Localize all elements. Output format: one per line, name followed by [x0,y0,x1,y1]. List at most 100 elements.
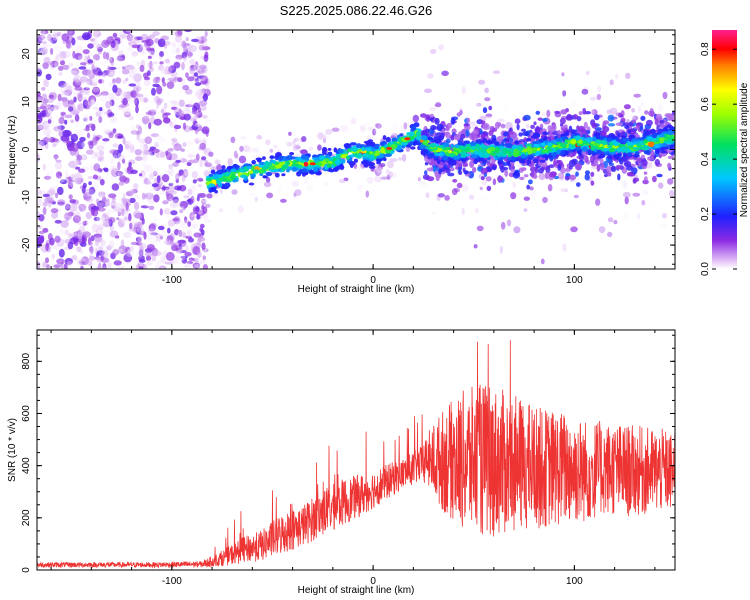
heatmap-cell [194,139,203,143]
heatmap-cell [133,222,140,228]
heatmap-cell [321,146,328,153]
heatmap-cell [611,145,618,149]
heatmap-cell [42,137,51,143]
heatmap-cell [136,132,140,141]
heatmap-cell [652,133,657,139]
heatmap-cell [180,222,189,229]
heatmap-cell [191,110,197,115]
heatmap-cell [171,242,176,247]
heatmap-cell [179,89,184,96]
heatmap-cell [161,77,165,84]
spectrogram-heatmap [37,30,675,269]
heatmap-cell [427,136,433,141]
heatmap-cell [150,133,160,138]
heatmap-cell [93,182,99,191]
heatmap-cell [126,249,135,257]
heatmap-cell [476,225,484,232]
heatmap-cell [542,196,548,204]
heatmap-cell [193,199,198,203]
heatmap-cell [97,225,103,234]
heatmap-cell [658,128,665,133]
heatmap-cell [90,205,99,211]
heatmap-cell [110,60,114,66]
heatmap-cell [627,129,632,134]
heatmap-cell [620,135,627,139]
heatmap-cell [460,146,465,150]
heatmap-cell [538,138,544,143]
heatmap-cell [216,170,224,175]
heatmap-cell [613,141,619,147]
heatmap-cell [148,66,155,72]
heatmap-cell [74,61,78,70]
heatmap-cell [104,111,108,115]
heatmap-cell [112,84,118,94]
heatmap-cell [591,145,599,150]
heatmap-cell [561,136,569,140]
heatmap-cell [537,117,543,121]
heatmap-cell [658,134,666,138]
heatmap-cell [487,64,493,69]
heatmap-cell [328,168,335,173]
heatmap-cell [43,56,51,64]
heatmap-cell [551,144,559,148]
heatmap-cell [510,168,516,173]
heatmap-cell [89,38,95,42]
heatmap-cell [249,192,256,197]
heatmap-cell [171,183,178,187]
heatmap-cell [42,80,48,85]
heatmap-cell [560,127,567,131]
heatmap-cell [141,149,149,156]
heatmap-cell [429,48,437,55]
heatmap-cell [135,81,141,86]
heatmap-cell [157,64,165,71]
heatmap-cell [78,168,86,173]
heatmap-cell [619,114,624,118]
heatmap-cell [145,198,150,208]
heatmap-cell [99,179,105,186]
heatmap-cell [624,196,629,205]
heatmap-cell [123,111,131,118]
heatmap-cell [618,144,626,148]
heatmap-cell [81,256,90,266]
heatmap-cell [653,141,660,145]
heatmap-cell [103,127,112,134]
heatmap-cell [186,229,192,237]
heatmap-cell [173,76,179,81]
heatmap-cell [184,170,189,176]
heatmap-cell [428,152,434,158]
heatmap-cell [441,70,449,77]
heatmap-cell [97,154,105,162]
heatmap-cell [67,233,72,239]
heatmap-cell [487,167,492,172]
heatmap-cell [297,164,302,168]
heatmap-cell [57,199,66,207]
heatmap-cell [63,99,69,109]
heatmap-cell [98,246,104,251]
heatmap-cell [60,111,66,116]
heatmap-cell [112,78,116,85]
heatmap-cell [190,183,196,188]
heatmap-cell [544,148,549,154]
heatmap-cell [171,138,178,142]
heatmap-cell [121,91,129,96]
heatmap-cell [160,67,165,76]
heatmap-cell [444,195,450,201]
heatmap-cell [564,150,569,156]
heatmap-cell [281,173,286,177]
heatmap-cell [224,182,231,188]
heatmap-cell [500,103,509,111]
heatmap-cell [82,250,88,256]
heatmap-cell [596,135,600,140]
heatmap-cell [294,157,301,161]
heatmap-cell [499,246,503,254]
heatmap-cell [482,123,490,131]
heatmap-cell [74,160,80,168]
heatmap-cell [96,266,102,269]
heatmap-cell [497,160,503,165]
heatmap-cell [93,58,97,66]
heatmap-cell [306,184,314,192]
heatmap-cell [388,171,394,178]
heatmap-cell [479,195,487,201]
heatmap-cell [166,235,170,242]
heatmap-cell [122,30,132,34]
